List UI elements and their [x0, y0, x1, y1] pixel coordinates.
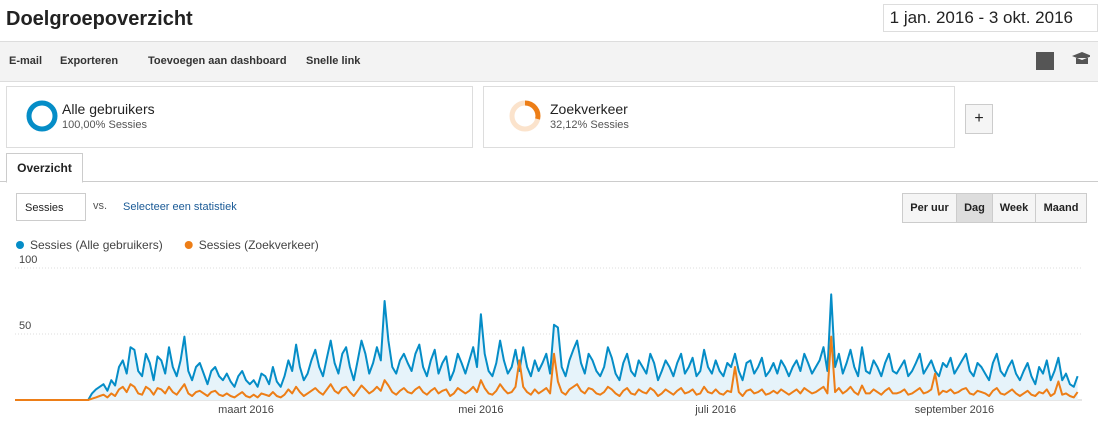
area [15, 294, 1078, 400]
legend-marker [16, 241, 24, 249]
period-button[interactable]: Per uur [902, 193, 957, 223]
segment-icon [26, 100, 58, 132]
period-button[interactable]: Maand [1035, 193, 1087, 223]
add-segment[interactable]: + [965, 104, 993, 134]
toolbar-item[interactable]: Toevoegen aan dashboard [148, 55, 287, 67]
page-title: Doelgroepoverzicht [6, 8, 193, 30]
toolbar-item[interactable]: Exporteren [60, 55, 119, 67]
period-button[interactable]: Week [992, 193, 1036, 223]
date-range[interactable]: 1 jan. 2016 - 3 okt. 2016 [882, 4, 1098, 32]
x-tick-label: maart 2016 [218, 404, 274, 416]
toolbar: E-mail Exporteren Toevoegen aan dashboar… [0, 41, 1098, 82]
segment-icon [509, 100, 541, 132]
segment[interactable]: Zoekverkeer 32,12% Sessies [483, 86, 955, 148]
toolbar-icons[interactable] [1034, 52, 1090, 72]
x-tick-label: september 2016 [915, 404, 995, 416]
toolbar-item[interactable]: Snelle link [306, 55, 361, 67]
toolbar-item[interactable]: E-mail [9, 55, 43, 67]
divider [0, 181, 1098, 182]
chart: Sessies (Alle gebruikers) Sessies (Zoekve… [15, 238, 1082, 416]
metric-select[interactable]: Sessies [16, 193, 86, 221]
x-tick-label: juli 2016 [694, 404, 736, 416]
tab[interactable]: Overzicht [6, 153, 83, 183]
vs-label: vs. [93, 200, 108, 212]
segment-name: Zoekverkeer [550, 101, 628, 117]
x-tick-label: mei 2016 [458, 404, 503, 416]
line [15, 335, 1079, 401]
segment-name: Alle gebruikers [62, 101, 155, 117]
legend-label: Sessies (Alle gebruikers) [30, 238, 163, 252]
line [15, 293, 1079, 401]
legend-marker [184, 241, 193, 249]
legend-label: Sessies (Zoekverkeer) [199, 238, 319, 252]
y-tick-label: 100 [19, 254, 37, 266]
segment[interactable]: Alle gebruikers 100,00% Sessies [6, 86, 473, 148]
y-tick-label: 50 [19, 320, 31, 332]
period-button[interactable]: Dag [956, 193, 993, 223]
select-metric[interactable]: Selecteer een statistiek [123, 201, 237, 213]
segment-detail: 100,00% Sessies [62, 119, 147, 131]
segment-detail: 32,12% Sessies [550, 119, 629, 131]
